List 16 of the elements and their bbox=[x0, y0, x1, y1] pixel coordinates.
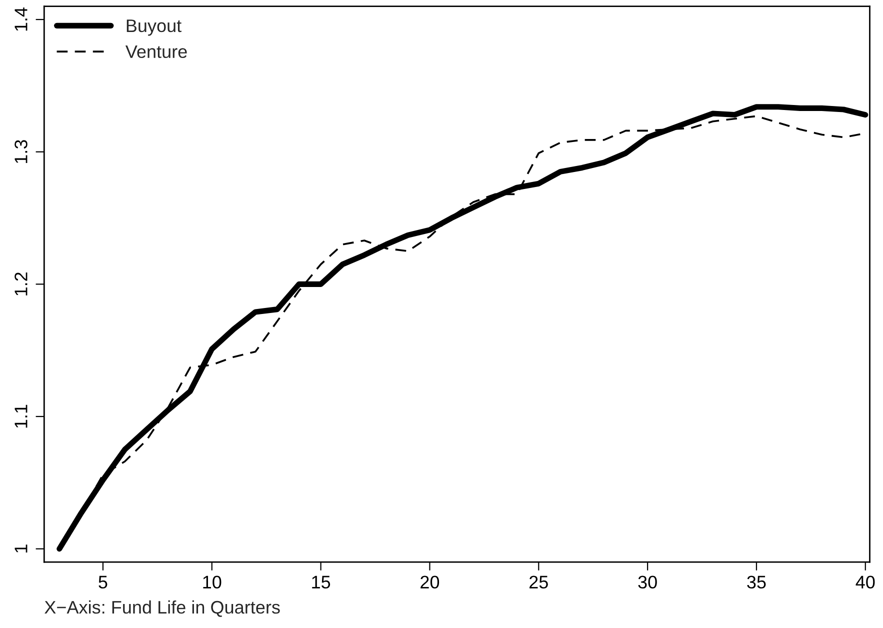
x-tick-label: 15 bbox=[312, 576, 330, 589]
x-tick-label: 25 bbox=[530, 576, 548, 589]
y-tick-label: 1.4 bbox=[14, 7, 28, 31]
y-tick-label: 1 bbox=[14, 544, 28, 552]
legend-label: Venture bbox=[125, 45, 187, 58]
x-tick-label: 40 bbox=[856, 576, 875, 589]
x-tick-label: 5 bbox=[98, 576, 108, 589]
x-tick-label: 10 bbox=[203, 576, 222, 589]
legend-label: Buyout bbox=[126, 20, 182, 36]
x-tick-label: 35 bbox=[747, 576, 766, 589]
x-axis-title: X−Axis: Fund Life in Quarters bbox=[44, 600, 280, 617]
y-tick-label: 1.3 bbox=[14, 140, 28, 164]
y-tick-label: 1.2 bbox=[14, 272, 28, 296]
y-tick-label: 1.1 bbox=[14, 404, 28, 428]
x-tick-label: 20 bbox=[420, 576, 440, 589]
x-tick-label: 30 bbox=[638, 576, 657, 589]
